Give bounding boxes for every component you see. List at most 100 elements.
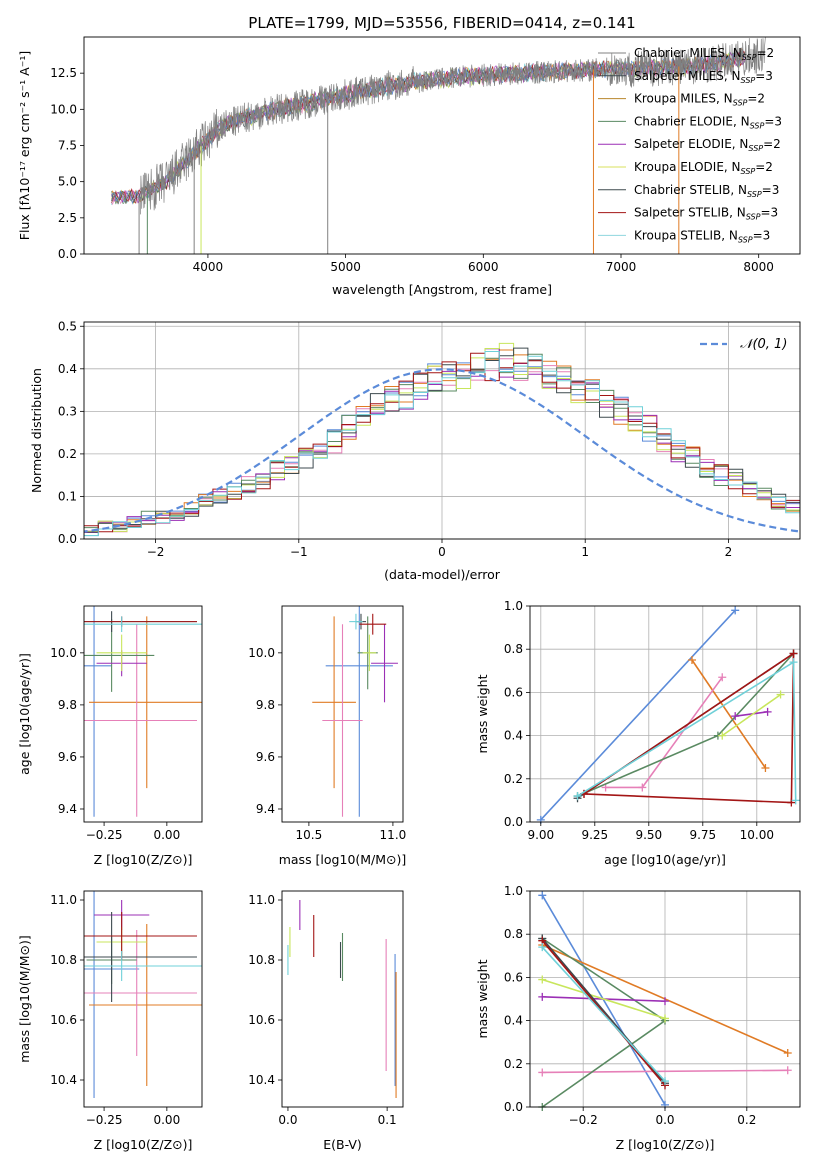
series-marker <box>731 712 740 721</box>
y-tick-label: 0.2 <box>58 447 77 461</box>
x-tick-label: 7000 <box>606 260 637 274</box>
x-tick-label: −0.2 <box>569 1113 598 1127</box>
legend-label: Salpeter ELODIE, NSSP=2 <box>634 137 781 153</box>
series-line <box>583 651 795 804</box>
x-tick-label: 11.0 <box>380 828 407 842</box>
legend-label: Salpeter STELIB, NSSP=3 <box>634 206 778 222</box>
series-line <box>542 978 666 1020</box>
mass-weight-vs-age-panel: 9.00 9.25 9.50 9.75 10.00 0.0 0.2 0.4 0.6 0.8 1.0 a… <box>475 599 801 867</box>
x-tick-label: 1 <box>581 545 589 559</box>
x-axis-label: mass [log10(M/M⊙)] <box>279 852 407 867</box>
legend-label: Kroupa STELIB, NSSP=3 <box>634 228 770 244</box>
series-marker <box>661 1077 669 1086</box>
y-tick-label: 11.0 <box>50 893 77 907</box>
age-vs-mass-panel: 10.5 11.0 9.4 9.6 9.8 10.0 mass [log10(M/M⊙)] <box>248 605 407 867</box>
x-tick-label: 5000 <box>330 260 361 274</box>
series-marker <box>718 731 727 740</box>
histogram-series <box>84 351 800 539</box>
axes-frame <box>529 605 801 823</box>
y-tick-label: 10.6 <box>248 1013 275 1027</box>
series-line <box>541 894 666 1106</box>
y-tick-label: 9.4 <box>58 802 77 816</box>
series-lines <box>538 891 792 1111</box>
y-axis-label: Flux [fλ10⁻¹⁷ erg cm⁻² s⁻¹ A⁻¹] <box>17 51 32 240</box>
legend-label: Kroupa ELODIE, NSSP=2 <box>634 160 773 176</box>
y-axis-label: mass weight <box>475 959 490 1038</box>
legend-label: Chabrier MILES, NSSP=2 <box>634 46 774 62</box>
x-tick-label: −1 <box>290 545 308 559</box>
y-tick-label: 0.4 <box>504 729 523 743</box>
y-tick-label: 0.1 <box>58 489 77 503</box>
legend-label: Salpeter MILES, NSSP=3 <box>634 69 773 85</box>
y-tick-label: 9.6 <box>58 750 77 764</box>
residual-histogram-panel: −2 −1 0 1 2 0.0 0.1 0.2 0.3 0.4 0.5 (data-model)/er… <box>29 319 801 582</box>
series-line <box>605 676 723 789</box>
age-vs-metallicity-panel: −0.25 0.00 9.4 9.6 9.8 10.0 Z [log10(Z/Z⊙)] age… <box>17 605 203 867</box>
x-tick-label: 2 <box>725 545 733 559</box>
series-line <box>735 711 768 717</box>
y-tick-label: 0.4 <box>58 362 77 376</box>
series-line <box>540 609 736 821</box>
x-axis-label: Z [log10(Z/Z⊙)] <box>616 1137 715 1152</box>
series-marker <box>538 943 547 952</box>
x-tick-label: 10.00 <box>740 828 774 842</box>
series-marker <box>761 764 770 772</box>
observed-spectrum-line <box>140 37 766 215</box>
series-marker <box>789 658 798 667</box>
gaussian-curve <box>84 368 800 533</box>
error-ticks <box>287 900 397 1098</box>
y-tick-label: 0.0 <box>504 1100 523 1114</box>
x-tick-label: 0.1 <box>378 1113 397 1127</box>
series-marker <box>538 992 547 1001</box>
series-marker <box>776 690 785 699</box>
y-tick-label: 0.6 <box>504 685 523 699</box>
y-tick-label: 0.8 <box>504 642 523 656</box>
crosses <box>312 606 398 817</box>
series-marker <box>538 1068 547 1077</box>
crosses <box>84 606 202 817</box>
x-tick-label: 9.50 <box>635 828 662 842</box>
y-tick-label: 12.5 <box>50 66 77 80</box>
y-tick-label: 0.6 <box>504 970 523 984</box>
x-tick-label: 6000 <box>468 260 499 274</box>
x-tick-label: 0.00 <box>153 1113 180 1127</box>
series-line <box>577 660 797 801</box>
y-tick-label: 11.0 <box>248 893 275 907</box>
y-tick-label: 2.5 <box>58 211 77 225</box>
y-axis-label: Normed distribution <box>29 368 44 493</box>
series-lines <box>536 606 800 824</box>
x-tick-label: 9.75 <box>689 828 716 842</box>
y-tick-label: 9.8 <box>58 698 77 712</box>
spectrum-lines <box>111 37 766 254</box>
y-tick-label: 10.0 <box>50 102 77 116</box>
y-tick-label: 10.0 <box>248 646 275 660</box>
x-tick-label: 0.00 <box>153 828 180 842</box>
y-tick-label: 7.5 <box>58 139 77 153</box>
legend-label: 𝒩(0, 1) <box>740 337 787 352</box>
x-tick-label: 8000 <box>743 260 774 274</box>
x-tick-label: 0.0 <box>655 1113 674 1127</box>
series-marker <box>661 997 669 1006</box>
histogram-series <box>84 348 800 539</box>
series-line <box>691 659 767 769</box>
mass-vs-metallicity-panel: −0.25 0.00 10.4 10.6 10.8 11.0 Z [log10(Z/Z⊙)]… <box>17 890 203 1152</box>
y-tick-label: 10.8 <box>50 953 77 967</box>
x-axis-label: Z [log10(Z/Z⊙)] <box>94 1137 193 1152</box>
y-tick-label: 0.4 <box>504 1014 523 1028</box>
series-marker <box>661 1014 669 1023</box>
spectrum-panel: 4000 5000 6000 7000 8000 0.0 2.5 5.0 7.5 10.0 12.5… <box>17 36 801 297</box>
y-tick-label: 10.0 <box>50 646 77 660</box>
x-tick-label: 4000 <box>193 260 224 274</box>
legend-label: Chabrier ELODIE, NSSP=3 <box>634 114 782 130</box>
series-marker <box>783 1049 792 1057</box>
series-marker <box>638 783 647 792</box>
x-tick-label: −0.25 <box>86 828 123 842</box>
x-tick-label: 0 <box>438 545 446 559</box>
y-tick-label: 10.6 <box>50 1013 77 1027</box>
legend-label: Chabrier STELIB, NSSP=3 <box>634 183 779 199</box>
axes-frame <box>281 605 404 823</box>
axes-frame <box>83 890 203 1108</box>
series-marker <box>538 891 547 900</box>
y-tick-label: 9.6 <box>256 750 275 764</box>
